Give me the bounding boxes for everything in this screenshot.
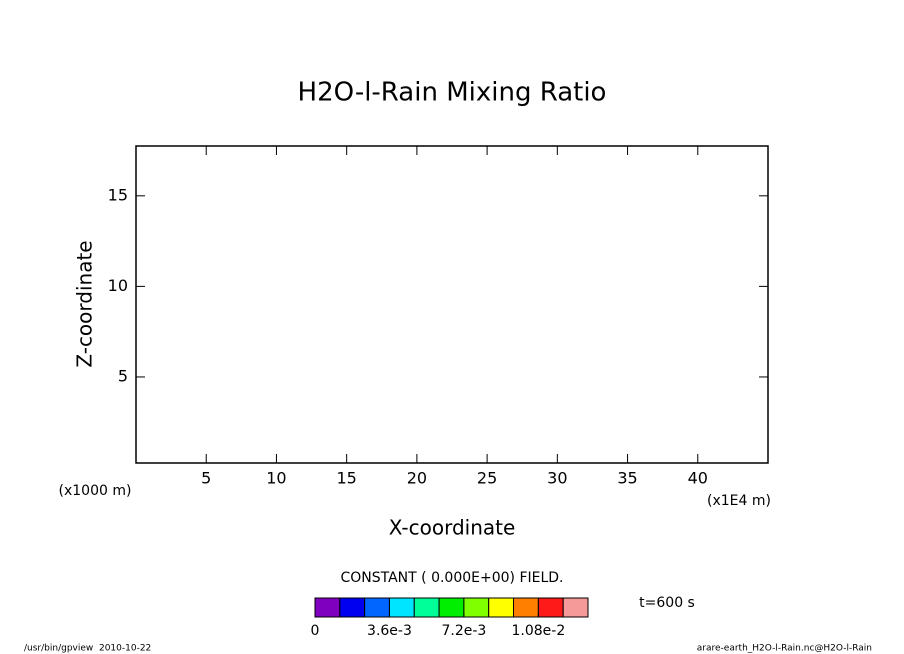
- x-unit: (x1E4 m): [707, 493, 771, 509]
- colorbar-box: [562, 597, 589, 618]
- field-note: CONSTANT ( 0.000E+00) FIELD.: [340, 570, 563, 586]
- plot-frame: [135, 145, 769, 464]
- colorbar-box: [438, 597, 465, 618]
- x-tick-label: 25: [477, 469, 497, 488]
- x-tick-label: 10: [266, 469, 286, 488]
- colorbar-box: [314, 597, 341, 618]
- y-axis-label: Z-coordinate: [73, 240, 97, 367]
- footer-right: arare-earth_H2O-l-Rain.nc@H2O-l-Rain: [697, 644, 872, 654]
- colorbar-box: [513, 597, 539, 618]
- x-tick-label: 15: [336, 469, 356, 488]
- x-tick-label: 5: [201, 469, 211, 488]
- y-tick-label: 5: [118, 366, 128, 385]
- x-tick-label: 40: [688, 469, 708, 488]
- colorbar-label: 0: [311, 623, 320, 639]
- x-tick-label: 35: [617, 469, 637, 488]
- x-tick-label: 30: [547, 469, 567, 488]
- colorbar-box: [339, 597, 366, 618]
- footer-left: /usr/bin/gpview 2010-10-22: [24, 644, 151, 654]
- colorbar-box: [537, 597, 564, 618]
- colorbar-label: 7.2e-3: [441, 623, 486, 639]
- time-label: t=600 s: [639, 595, 695, 611]
- y-unit: (x1000 m): [59, 483, 132, 499]
- colorbar-box: [488, 597, 515, 618]
- y-tick-label: 15: [108, 185, 128, 204]
- colorbar-box: [388, 597, 415, 618]
- chart-title: H2O-l-Rain Mixing Ratio: [298, 78, 607, 108]
- x-tick-label: 20: [407, 469, 427, 488]
- y-tick-label: 10: [108, 276, 128, 295]
- colorbar-box: [413, 597, 440, 618]
- colorbar-label: 3.6e-3: [367, 623, 412, 639]
- x-axis-label: X-coordinate: [389, 516, 516, 540]
- colorbar-label: 1.08e-2: [511, 623, 565, 639]
- colorbar-box: [463, 597, 490, 618]
- colorbar-box: [364, 597, 390, 618]
